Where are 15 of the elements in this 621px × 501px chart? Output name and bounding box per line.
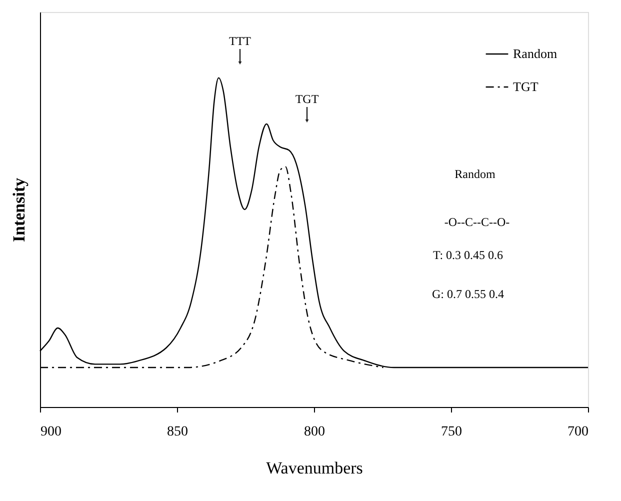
x-tick-label: 750	[441, 424, 462, 440]
x-tick-label: 800	[304, 424, 325, 440]
y-axis-title: Intensity	[10, 177, 28, 242]
x-tick-label: 850	[167, 424, 188, 440]
annotation: Random	[454, 167, 496, 181]
annotation: TGT	[295, 92, 320, 106]
annotation: -O--C--C--O-	[444, 215, 510, 229]
annotation: G: 0.7 0.55 0.4	[432, 287, 504, 301]
legend-label: Random	[513, 46, 558, 61]
annotation: T: 0.3 0.45 0.6	[432, 248, 504, 262]
x-tick-label: 900	[40, 424, 62, 440]
x-tick-label: 700	[568, 424, 588, 440]
text: TTT	[229, 34, 252, 48]
x-axis-title: Wavenumbers	[266, 458, 363, 478]
legend-label: TGT	[513, 79, 538, 94]
